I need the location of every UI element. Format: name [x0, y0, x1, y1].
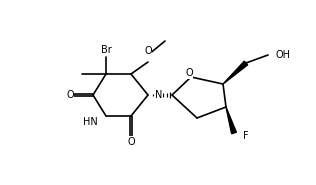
Text: O: O	[144, 46, 152, 56]
Text: N: N	[155, 90, 162, 100]
Polygon shape	[226, 107, 236, 134]
Text: O: O	[127, 137, 135, 147]
Text: F: F	[243, 131, 249, 141]
Text: O: O	[185, 68, 193, 78]
Text: O: O	[66, 90, 74, 100]
Text: HN: HN	[83, 117, 98, 127]
Polygon shape	[223, 61, 248, 84]
Text: Br: Br	[100, 45, 111, 55]
Text: OH: OH	[276, 50, 291, 60]
